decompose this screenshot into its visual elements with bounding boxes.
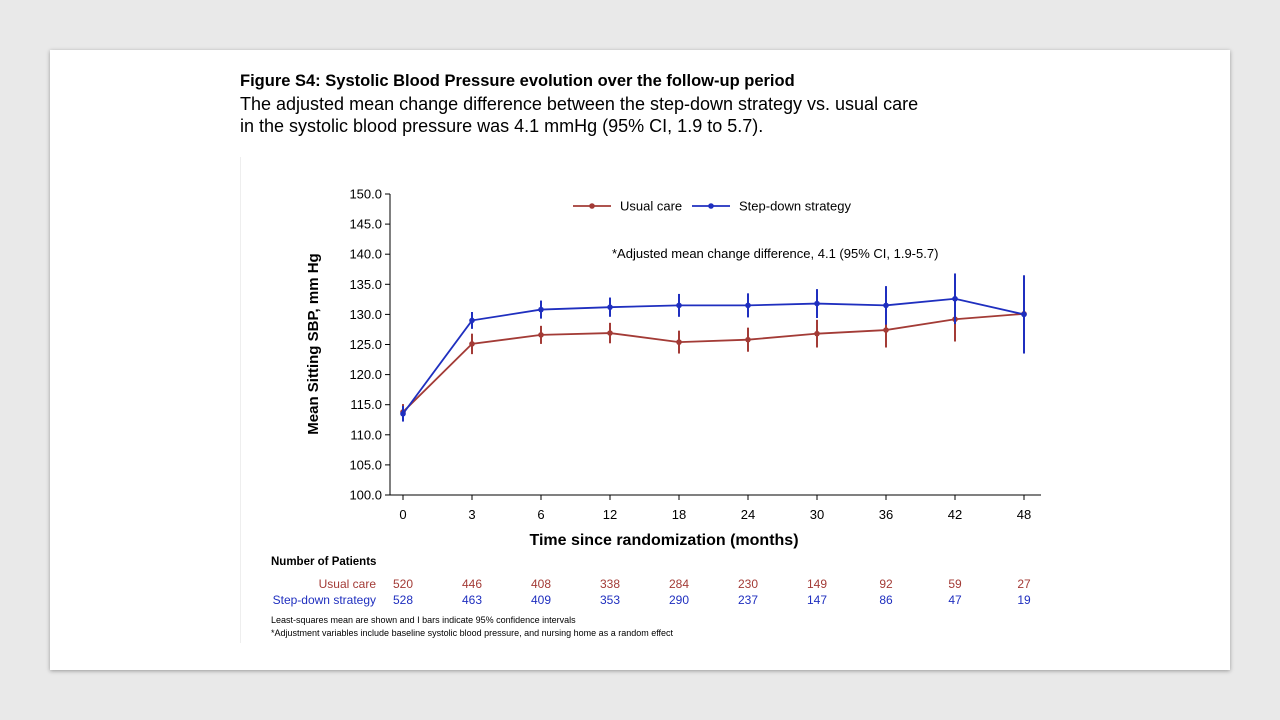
patients-count: 528 — [393, 593, 413, 607]
series-line — [402, 297, 1025, 415]
patients-count: 408 — [531, 577, 551, 591]
data-point — [469, 317, 475, 324]
footnote-2: *Adjustment variables include baseline s… — [271, 628, 674, 638]
patients-count: 290 — [669, 593, 689, 607]
data-point — [814, 330, 820, 337]
data-point — [400, 410, 406, 417]
chart-series — [400, 273, 1027, 422]
data-point — [607, 330, 613, 336]
patients-count: 27 — [1017, 577, 1031, 591]
y-tick-label: 145.0 — [349, 217, 382, 232]
x-tick-label: 48 — [1017, 507, 1031, 522]
data-point — [952, 295, 958, 302]
patients-count: 520 — [393, 577, 413, 591]
y-tick-label: 100.0 — [349, 488, 382, 503]
x-tick-label: 0 — [399, 507, 406, 522]
patients-count: 147 — [807, 593, 827, 607]
patients-count: 353 — [600, 593, 620, 607]
y-tick-label: 125.0 — [349, 337, 382, 352]
footnote-1: Least-squares mean are shown and I bars … — [271, 615, 576, 625]
slide: Figure S4: Systolic Blood Pressure evolu… — [50, 50, 1230, 670]
patients-count: 409 — [531, 593, 551, 607]
series-step-down — [400, 273, 1027, 422]
data-point — [883, 302, 889, 309]
x-tick-label: 3 — [468, 507, 475, 522]
data-point — [814, 300, 820, 307]
y-tick-label: 135.0 — [349, 277, 382, 292]
y-tick-label: 105.0 — [349, 457, 382, 472]
data-point — [676, 339, 682, 345]
legend-swatch-marker — [708, 203, 714, 209]
description-line-2: in the systolic blood pressure was 4.1 m… — [240, 116, 764, 136]
figure-description: The adjusted mean change difference betw… — [240, 93, 1000, 137]
x-tick-label: 12 — [603, 507, 617, 522]
patients-count: 446 — [462, 577, 482, 591]
data-point — [883, 327, 889, 333]
patients-count: 463 — [462, 593, 482, 607]
description-line-1: The adjusted mean change difference betw… — [240, 94, 919, 114]
chart-legend: Usual care Step-down strategy — [573, 199, 852, 214]
data-point — [538, 332, 544, 338]
x-tick-label: 30 — [810, 507, 824, 522]
y-tick-label: 110.0 — [350, 427, 382, 442]
y-axis-label: Mean Sitting SBP, mm Hg — [305, 253, 322, 434]
patients-count: 284 — [669, 577, 689, 591]
data-point — [538, 306, 544, 313]
figure-title: Figure S4: Systolic Blood Pressure evolu… — [240, 72, 795, 90]
patients-count: 86 — [879, 593, 893, 607]
patients-count: 47 — [948, 593, 962, 607]
data-point — [676, 302, 682, 309]
data-point — [1021, 311, 1027, 318]
patients-count: 237 — [738, 593, 758, 607]
data-point — [745, 302, 751, 309]
x-tick-label: 18 — [672, 507, 686, 522]
series-line — [402, 312, 1025, 413]
patients-count: 92 — [879, 577, 893, 591]
x-tick-label: 36 — [879, 507, 893, 522]
legend-label: Usual care — [620, 199, 682, 214]
legend-label: Step-down strategy — [739, 199, 852, 214]
y-tick-label: 150.0 — [349, 187, 382, 202]
patients-count: 338 — [600, 577, 620, 591]
y-tick-label: 140.0 — [349, 247, 382, 262]
x-tick-label: 6 — [537, 507, 544, 522]
patients-table: Usual care 520 446 408 338 284 230 149 92 59 27 Ste… — [273, 577, 1031, 607]
legend-swatch-marker — [589, 203, 595, 209]
patients-count: 19 — [1017, 593, 1031, 607]
x-axis-label: Time since randomization (months) — [529, 532, 798, 549]
y-tick-label: 120.0 — [349, 367, 382, 382]
sbp-line-chart: 100.0 105.0 110.0 115.0 120.0 125.0 130.0 135.0… — [273, 187, 1041, 607]
chart-axes: 100.0 105.0 110.0 115.0 120.0 125.0 130.0 135.0… — [349, 187, 1041, 522]
x-tick-label: 24 — [741, 507, 755, 522]
patients-count: 149 — [807, 577, 827, 591]
patients-count: 59 — [948, 577, 962, 591]
panel-divider — [240, 157, 241, 643]
y-tick-label: 115.0 — [350, 397, 382, 412]
data-point — [607, 304, 613, 310]
patients-count: 230 — [738, 577, 758, 591]
patients-table-title: Number of Patients — [271, 556, 377, 568]
y-tick-label: 130.0 — [349, 307, 382, 322]
patients-row-label: Usual care — [319, 577, 377, 591]
patients-row-label: Step-down strategy — [273, 593, 376, 607]
data-point — [745, 336, 751, 343]
series-usual-care — [400, 280, 1027, 420]
chart-annotation: *Adjusted mean change difference, 4.1 (9… — [612, 246, 938, 261]
x-tick-label: 42 — [948, 507, 962, 522]
data-point — [469, 341, 475, 347]
